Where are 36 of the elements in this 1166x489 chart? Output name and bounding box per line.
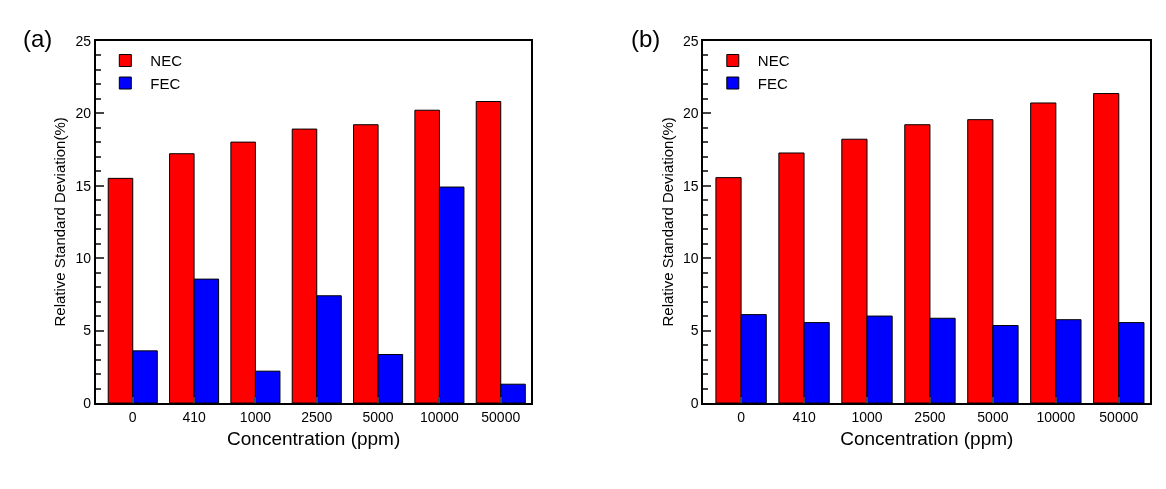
legend-label: FEC	[757, 74, 788, 92]
y-tick-label: 10	[682, 249, 699, 266]
x-tick-label: 1000	[239, 408, 272, 425]
x-tick-label: 5000	[977, 408, 1009, 425]
x-tick-label: 410	[182, 408, 206, 425]
y-tick-label: 25	[75, 32, 92, 49]
y-tick-label: 25	[682, 32, 699, 49]
y-tick-label: 15	[75, 177, 92, 194]
x-tick-label: 2500	[914, 408, 946, 425]
y-tick-label: 15	[682, 177, 699, 194]
y-tick-label: 5	[83, 322, 92, 339]
x-tick-label: 5000	[362, 408, 394, 425]
x-tick-label: 50000	[1099, 408, 1139, 425]
y-tick-label: 20	[75, 105, 92, 122]
y-axis-title: Relative Standard Deviation(%)	[658, 117, 676, 327]
x-tick-label: 50000	[481, 408, 521, 425]
legend-label: NEC	[757, 52, 790, 70]
legend-label: NEC	[150, 52, 183, 70]
x-axis-title: Concentration (ppm)	[840, 428, 1014, 450]
y-tick-label: 5	[690, 322, 699, 339]
y-tick-label: 10	[75, 249, 92, 266]
y-tick-label: 0	[690, 394, 699, 411]
x-axis-title: Concentration (ppm)	[227, 428, 401, 450]
x-tick-label: 410	[792, 408, 816, 425]
chart-title: (a)	[23, 25, 53, 52]
x-tick-label: 0	[128, 408, 137, 425]
x-tick-label: 0	[737, 408, 746, 425]
y-tick-label: 20	[682, 105, 699, 122]
x-tick-label: 10000	[419, 408, 460, 425]
x-tick-label: 1000	[851, 408, 883, 425]
legend-label: FEC	[150, 74, 181, 92]
y-tick-label: 0	[83, 394, 92, 411]
chart-title: (b)	[631, 25, 661, 52]
y-axis-title: Relative Standard Deviation(%)	[51, 117, 69, 327]
x-tick-label: 2500	[301, 408, 333, 425]
x-tick-label: 10000	[1036, 408, 1076, 425]
